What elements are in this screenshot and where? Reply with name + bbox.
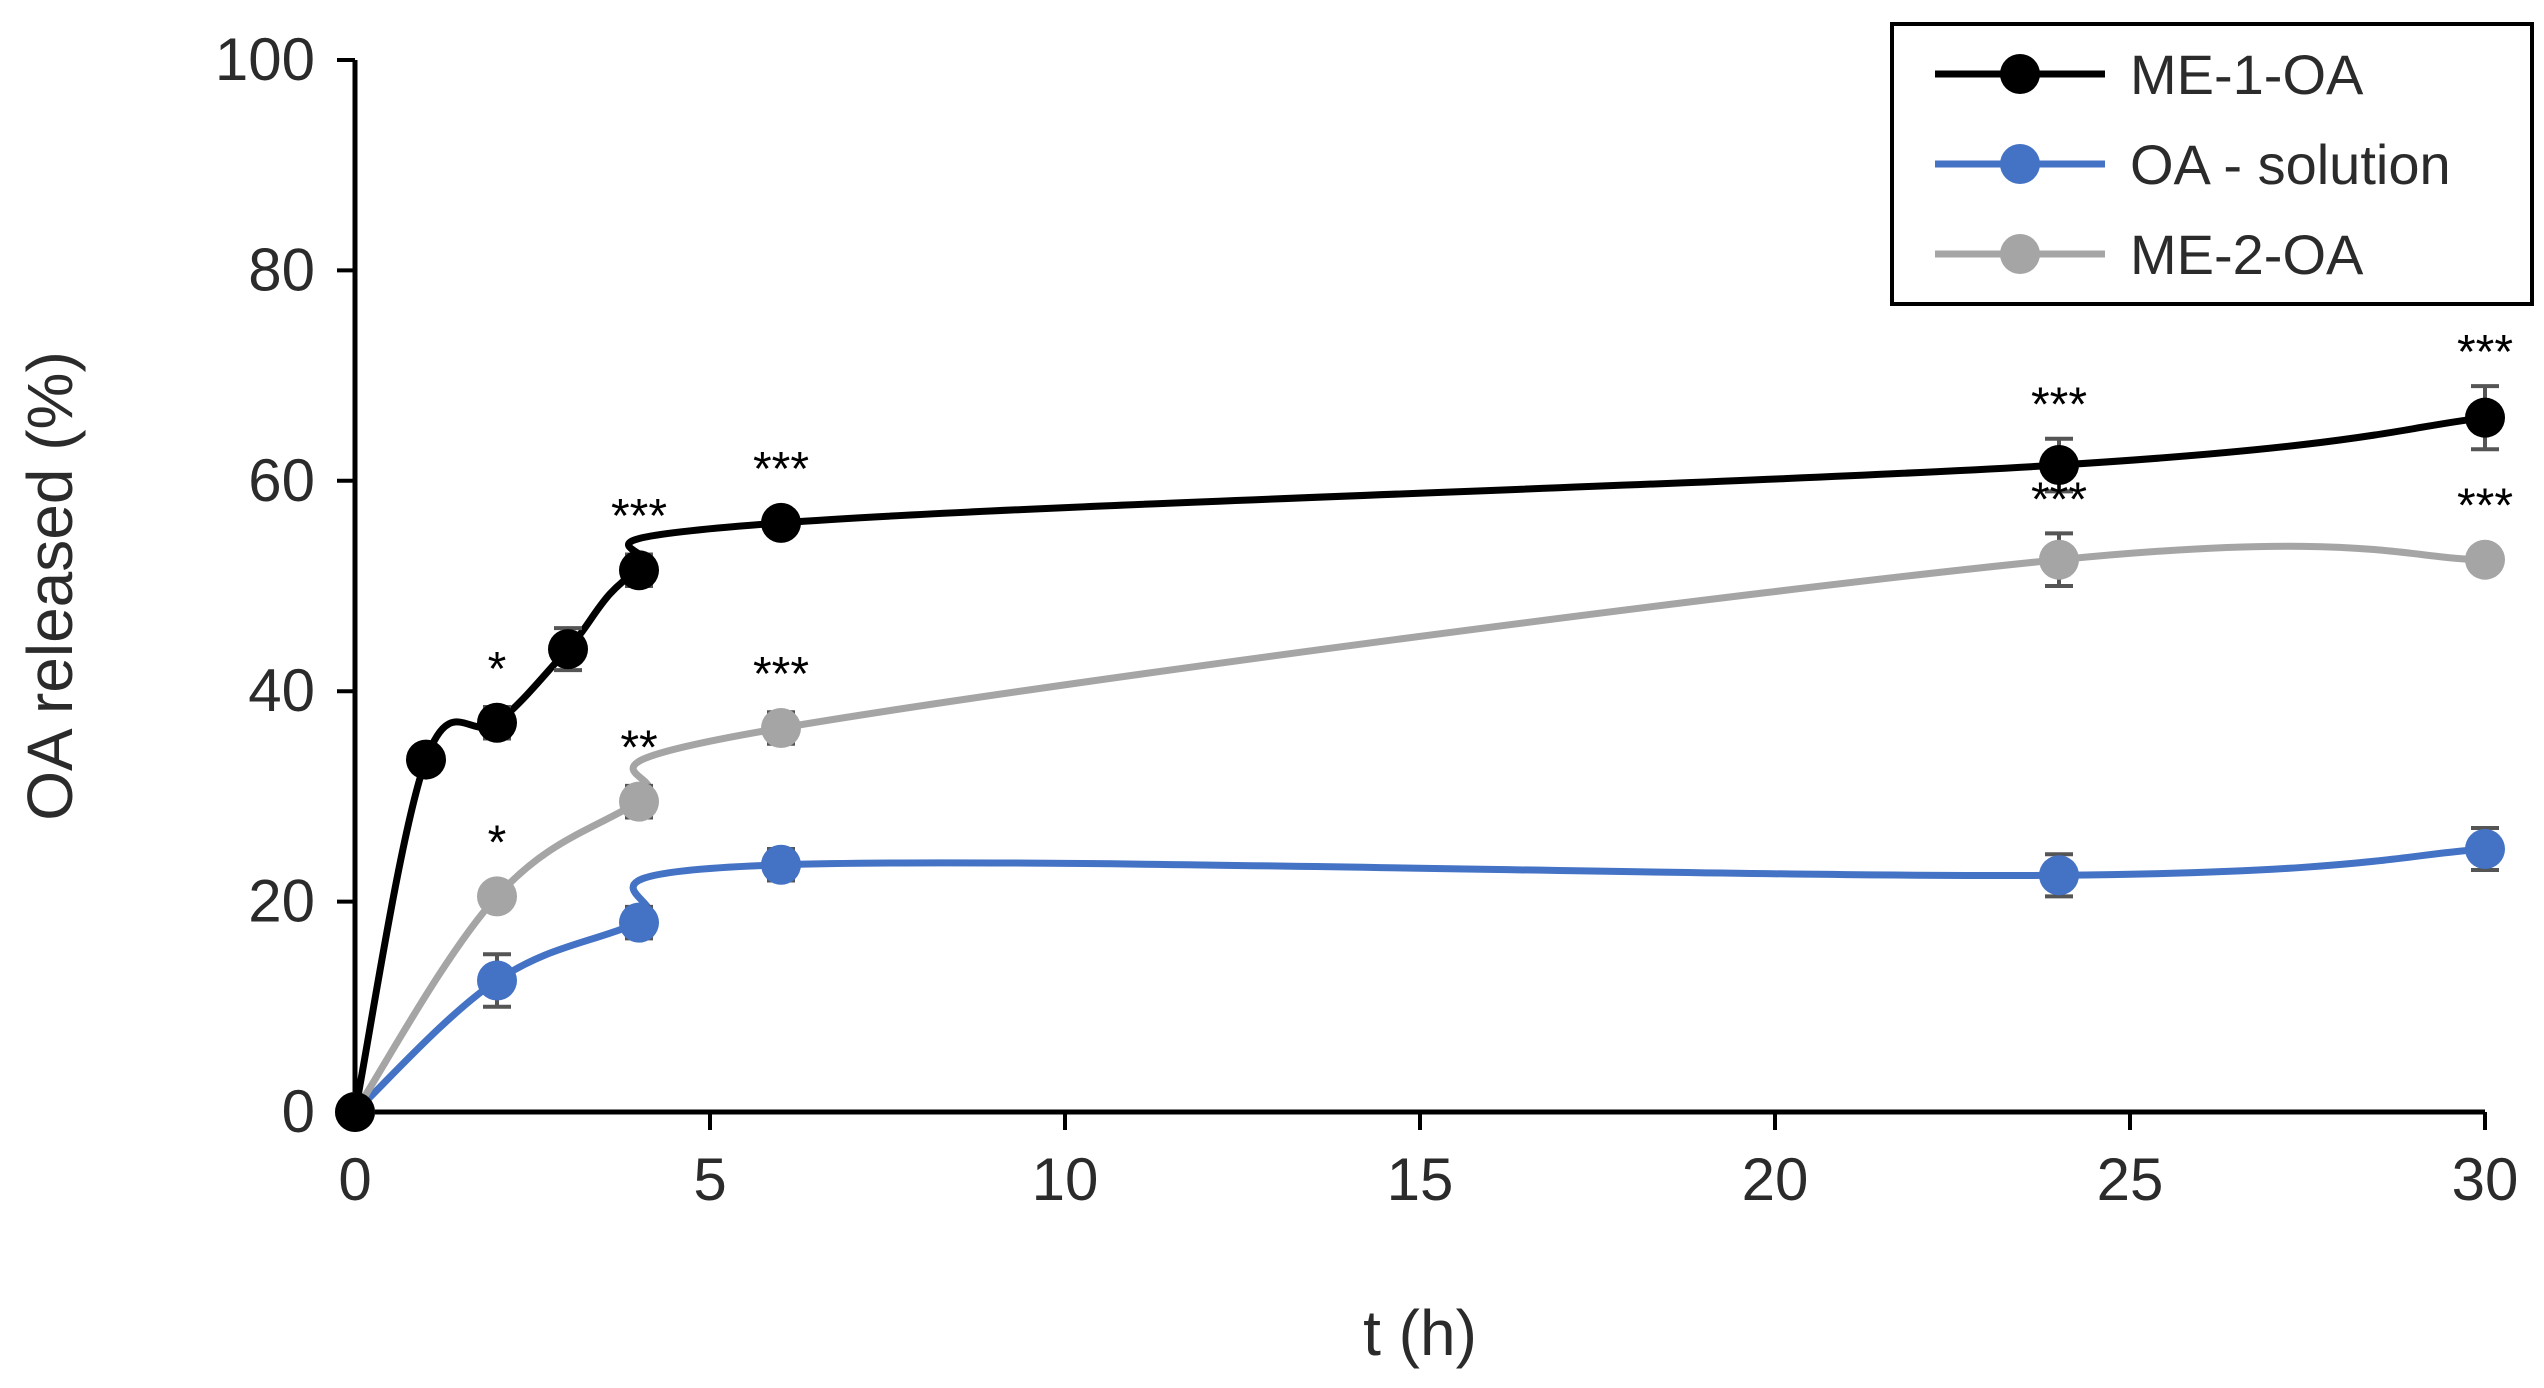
data-point xyxy=(2039,445,2079,486)
y-tick-label: 0 xyxy=(282,1078,315,1145)
x-tick-label: 20 xyxy=(1742,1146,1809,1213)
x-tick-label: 0 xyxy=(338,1146,371,1213)
significance-label: *** xyxy=(611,490,667,543)
data-point xyxy=(2465,397,2505,438)
series xyxy=(335,384,2505,1132)
data-point xyxy=(548,629,588,670)
y-tick-label: 80 xyxy=(248,236,315,303)
data-point xyxy=(619,902,659,943)
series-line xyxy=(352,845,2486,1115)
data-point xyxy=(619,550,659,591)
y-axis-title: OA released (%) xyxy=(14,351,86,821)
data-point xyxy=(761,708,801,749)
data-point xyxy=(761,844,801,885)
legend: ME-1-OA OA - solution ME-2-OA xyxy=(1890,22,2534,306)
y-tick-label: 100 xyxy=(215,26,315,93)
data-point xyxy=(619,781,659,822)
significance-label: ** xyxy=(620,722,657,775)
ticks: 0 20 40 60 80 100 0 5 10 15 20 25 30 xyxy=(215,26,2518,1213)
data-point xyxy=(335,1092,375,1132)
data-point xyxy=(2465,539,2505,580)
legend-label: OA - solution xyxy=(2130,133,2451,196)
data-point xyxy=(761,502,801,543)
significance-label: * xyxy=(488,643,507,696)
significance-label: *** xyxy=(2457,480,2513,533)
series-0 xyxy=(335,384,2505,1132)
legend-entry: ME-1-OA xyxy=(1935,43,2364,106)
significance-label: *** xyxy=(2031,473,2087,526)
series-line xyxy=(352,542,2486,1114)
y-tick-label: 20 xyxy=(248,868,315,935)
series-2 xyxy=(335,531,2505,1132)
x-tick-label: 25 xyxy=(2097,1146,2164,1213)
series-line xyxy=(351,414,2486,1113)
y-tick-label: 40 xyxy=(248,657,315,724)
series-1 xyxy=(335,825,2505,1132)
legend-label: ME-2-OA xyxy=(2130,223,2364,286)
legend-entry: ME-2-OA xyxy=(1935,223,2364,286)
data-point xyxy=(2465,829,2505,869)
data-point xyxy=(406,739,446,780)
significance-label: *** xyxy=(2457,326,2513,379)
legend-swatch-marker xyxy=(2000,234,2040,274)
x-tick-label: 30 xyxy=(2452,1146,2519,1213)
x-tick-label: 5 xyxy=(693,1146,726,1213)
x-tick-label: 15 xyxy=(1387,1146,1454,1213)
data-point xyxy=(477,876,517,917)
y-tick-label: 60 xyxy=(248,447,315,514)
legend-label: ME-1-OA xyxy=(2130,43,2364,106)
legend-entry: OA - solution xyxy=(1935,133,2451,196)
legend-swatch-marker xyxy=(2000,54,2040,94)
x-tick-label: 10 xyxy=(1032,1146,1099,1213)
significance-label: * xyxy=(488,816,507,869)
data-point xyxy=(477,702,517,743)
data-point xyxy=(2039,855,2079,896)
significance-label: *** xyxy=(2031,379,2087,432)
significance-labels: ********* **************** xyxy=(488,326,2513,869)
x-axis-title: t (h) xyxy=(1363,1297,1477,1369)
data-point xyxy=(477,960,517,1001)
legend-swatch-marker xyxy=(2000,144,2040,184)
data-point xyxy=(2039,539,2079,580)
significance-label: *** xyxy=(753,648,809,701)
significance-label: *** xyxy=(753,443,809,496)
